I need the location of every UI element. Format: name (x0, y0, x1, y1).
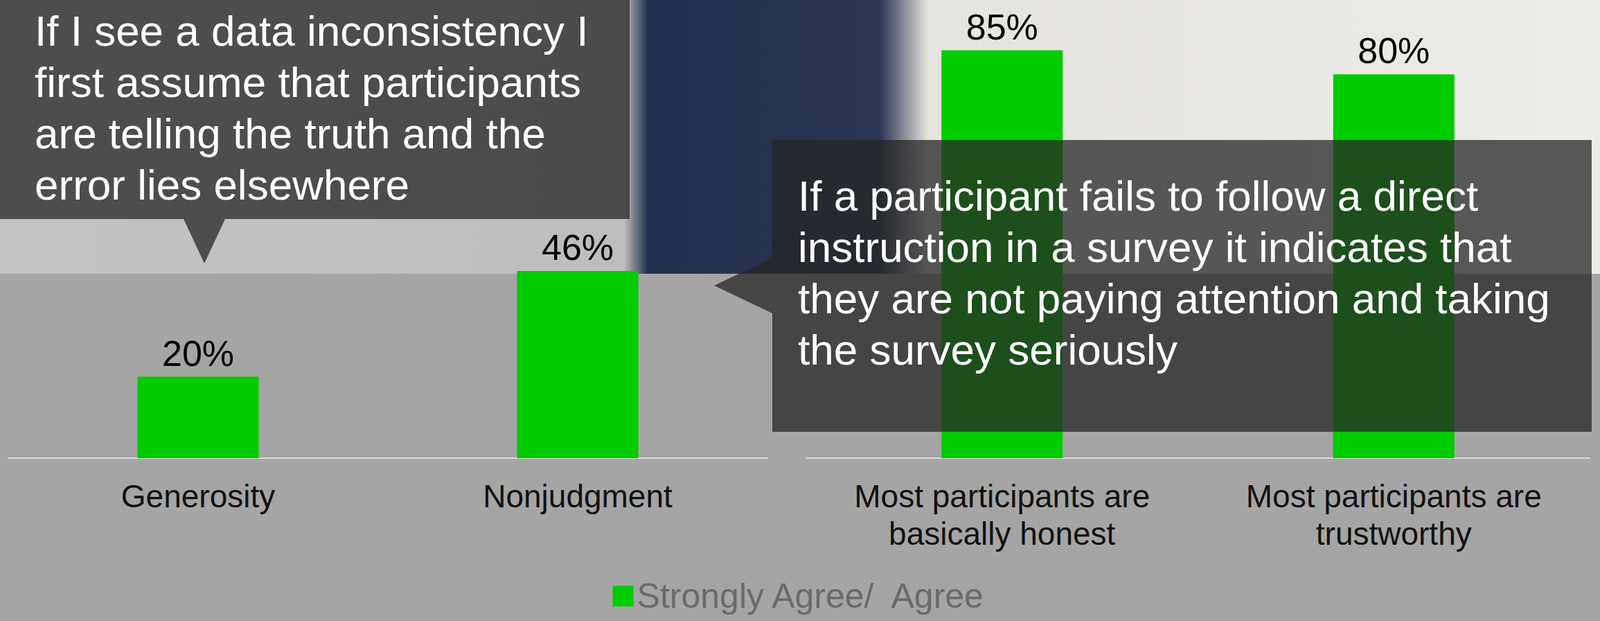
svg-text:basically honest: basically honest (888, 515, 1116, 552)
svg-text:Generosity: Generosity (121, 477, 275, 514)
svg-text:46%: 46% (541, 227, 614, 268)
svg-text:Most participants are: Most participants are (854, 477, 1150, 514)
svg-text:Most participants are: Most participants are (1246, 477, 1542, 514)
svg-text:20%: 20% (162, 333, 235, 374)
svg-text:Nonjudgment: Nonjudgment (482, 477, 673, 514)
html-text:If a participant fails to foll: If a participant fails to follow a direc… (797, 171, 1550, 374)
html-text:If I see a data inconsistency: If I see a data inconsistency I first as… (34, 6, 589, 209)
svg-text:Strongly Agree/ Agree: Strongly Agree/ Agree (637, 576, 984, 616)
svg-text:80%: 80% (1357, 30, 1430, 71)
svg-text:85%: 85% (966, 6, 1039, 48)
svg-text:trustworthy: trustworthy (1316, 515, 1472, 552)
